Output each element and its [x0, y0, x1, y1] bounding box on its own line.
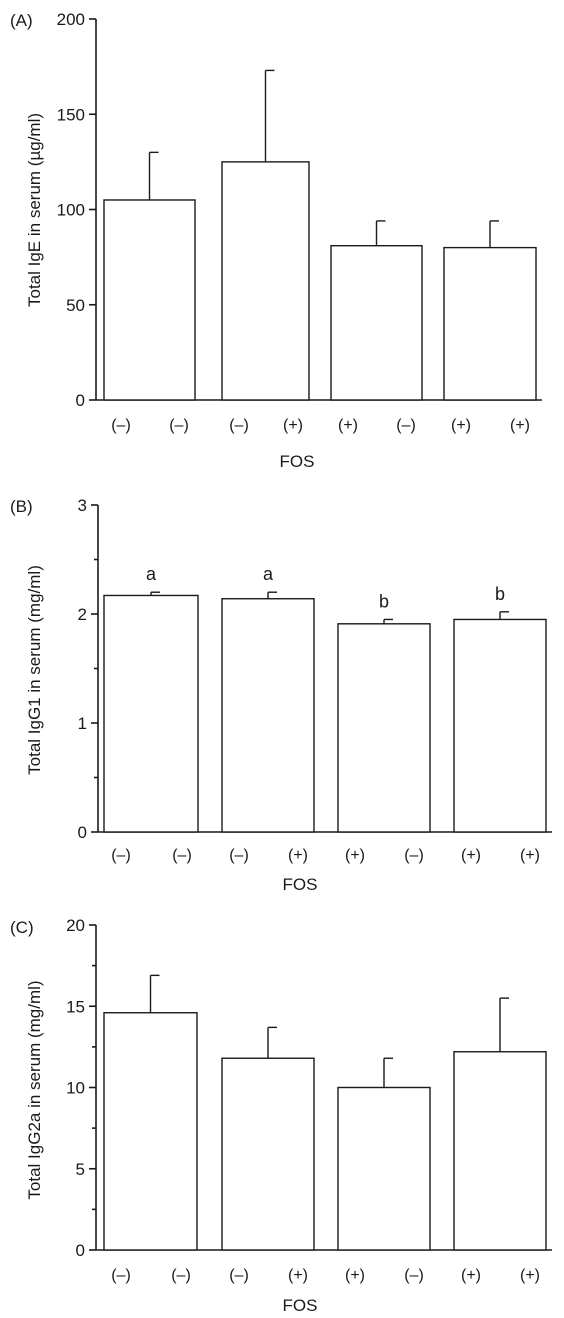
panel-a-label: (A) [10, 11, 33, 30]
panel-a-category-label: (–) [396, 417, 416, 434]
panel-a-y-tick-label: 50 [66, 296, 85, 315]
panel-a-category-label: (–) [169, 417, 189, 434]
panel-b-significance-label: a [146, 564, 157, 584]
panel-c-category-label: (+) [345, 1267, 365, 1284]
panel-b-category-label: (+) [520, 847, 540, 864]
panel-a-bar [330, 244, 423, 401]
panel-c-category-label: (+) [461, 1267, 481, 1284]
panel-a-category-label: (–) [229, 417, 249, 434]
panel-a-category-label: (+) [338, 417, 358, 434]
panel-b-significance-label: a [263, 564, 274, 584]
panel-c-category-label: (+) [520, 1267, 540, 1284]
panel-c-y-axis-label: Total IgG2a in serum (mg/ml) [25, 980, 44, 1199]
panel-a-category-label: (+) [283, 417, 303, 434]
panel-c-y-tick-label: 0 [76, 1241, 85, 1260]
panel-a-y-tick-label: 150 [57, 105, 85, 124]
panel-b-y-tick-label: 2 [78, 605, 87, 624]
panel-a-y-tick-label: 200 [57, 10, 85, 29]
panel-b-category-label: (–) [172, 847, 192, 864]
panel-b: (B) Total IgG1 in serum (mg/ml) FOS 0 1 2 3… [10, 496, 552, 894]
panel-b-category-label: (–) [229, 847, 249, 864]
panel-c-label: (C) [10, 918, 34, 937]
panel-a-category-label: (+) [451, 417, 471, 434]
panel-c-bar [103, 1012, 198, 1251]
panel-a-y-tick-label: 0 [76, 391, 85, 410]
panel-b-significance-label: b [495, 584, 505, 604]
panel-c-y-tick-label: 10 [66, 1079, 85, 1098]
panel-a: (A) Total IgE in serum (µg/ml) FOS 0 50 10… [10, 10, 542, 471]
panel-a-y-axis-label: Total IgE in serum (µg/ml) [25, 113, 44, 307]
panel-c-y-tick-label: 5 [76, 1160, 85, 1179]
panel-c-category-label: (–) [111, 1267, 131, 1284]
panel-b-y-axis-label: Total IgG1 in serum (mg/ml) [25, 565, 44, 775]
panel-b-category-label: (+) [461, 847, 481, 864]
panel-a-category-label: (–) [111, 417, 131, 434]
panel-a-x-axis-label: FOS [280, 452, 315, 471]
panel-c-category-label: (–) [229, 1267, 249, 1284]
panel-c-category-label: (–) [404, 1267, 424, 1284]
panel-a-bar [103, 199, 196, 401]
panel-b-y-tick-label: 3 [78, 496, 87, 515]
panel-a-bar [221, 161, 310, 401]
panel-c-bar [221, 1057, 315, 1251]
panel-c-category-label: (+) [288, 1267, 308, 1284]
panel-b-significance-label: b [379, 591, 389, 611]
panel-a-y-tick-label: 100 [57, 201, 85, 220]
panel-c-y-tick-label: 15 [66, 997, 85, 1016]
panel-b-marks: 0 1 2 3 a (–) (–) a (–) (+) b (+) (–) b (+) (+) [78, 496, 552, 864]
panel-a-bar [443, 246, 537, 401]
panel-b-bar [221, 598, 315, 833]
panel-b-y-tick-label: 0 [78, 823, 87, 842]
panel-b-category-label: (–) [404, 847, 424, 864]
panel-b-bar [103, 594, 199, 833]
panel-c: (C) Total IgG2a in serum (mg/ml) FOS 0 5 1… [10, 916, 552, 1315]
panel-c-marks: 0 5 10 15 20 (–) (–) (–) (+) (+) (–) (+) (+) [66, 916, 552, 1284]
panel-b-x-axis-label: FOS [283, 875, 318, 894]
panel-b-category-label: (+) [345, 847, 365, 864]
panel-c-x-axis-label: FOS [283, 1296, 318, 1315]
panel-b-y-tick-label: 1 [78, 714, 87, 733]
panel-c-category-label: (–) [171, 1267, 191, 1284]
panel-b-category-label: (+) [288, 847, 308, 864]
panel-c-bar [337, 1086, 431, 1251]
panel-a-marks: 0 50 100 150 200 (–) (–) (–) (+) (+) (–) (+) (+) [57, 10, 542, 434]
panel-a-category-label: (+) [510, 417, 530, 434]
panel-c-y-tick-label: 20 [66, 916, 85, 935]
panel-b-bar [337, 623, 431, 833]
panel-c-bar [453, 1051, 547, 1251]
panel-b-category-label: (–) [111, 847, 131, 864]
panel-b-label: (B) [10, 497, 33, 516]
panel-b-bar [453, 618, 547, 833]
